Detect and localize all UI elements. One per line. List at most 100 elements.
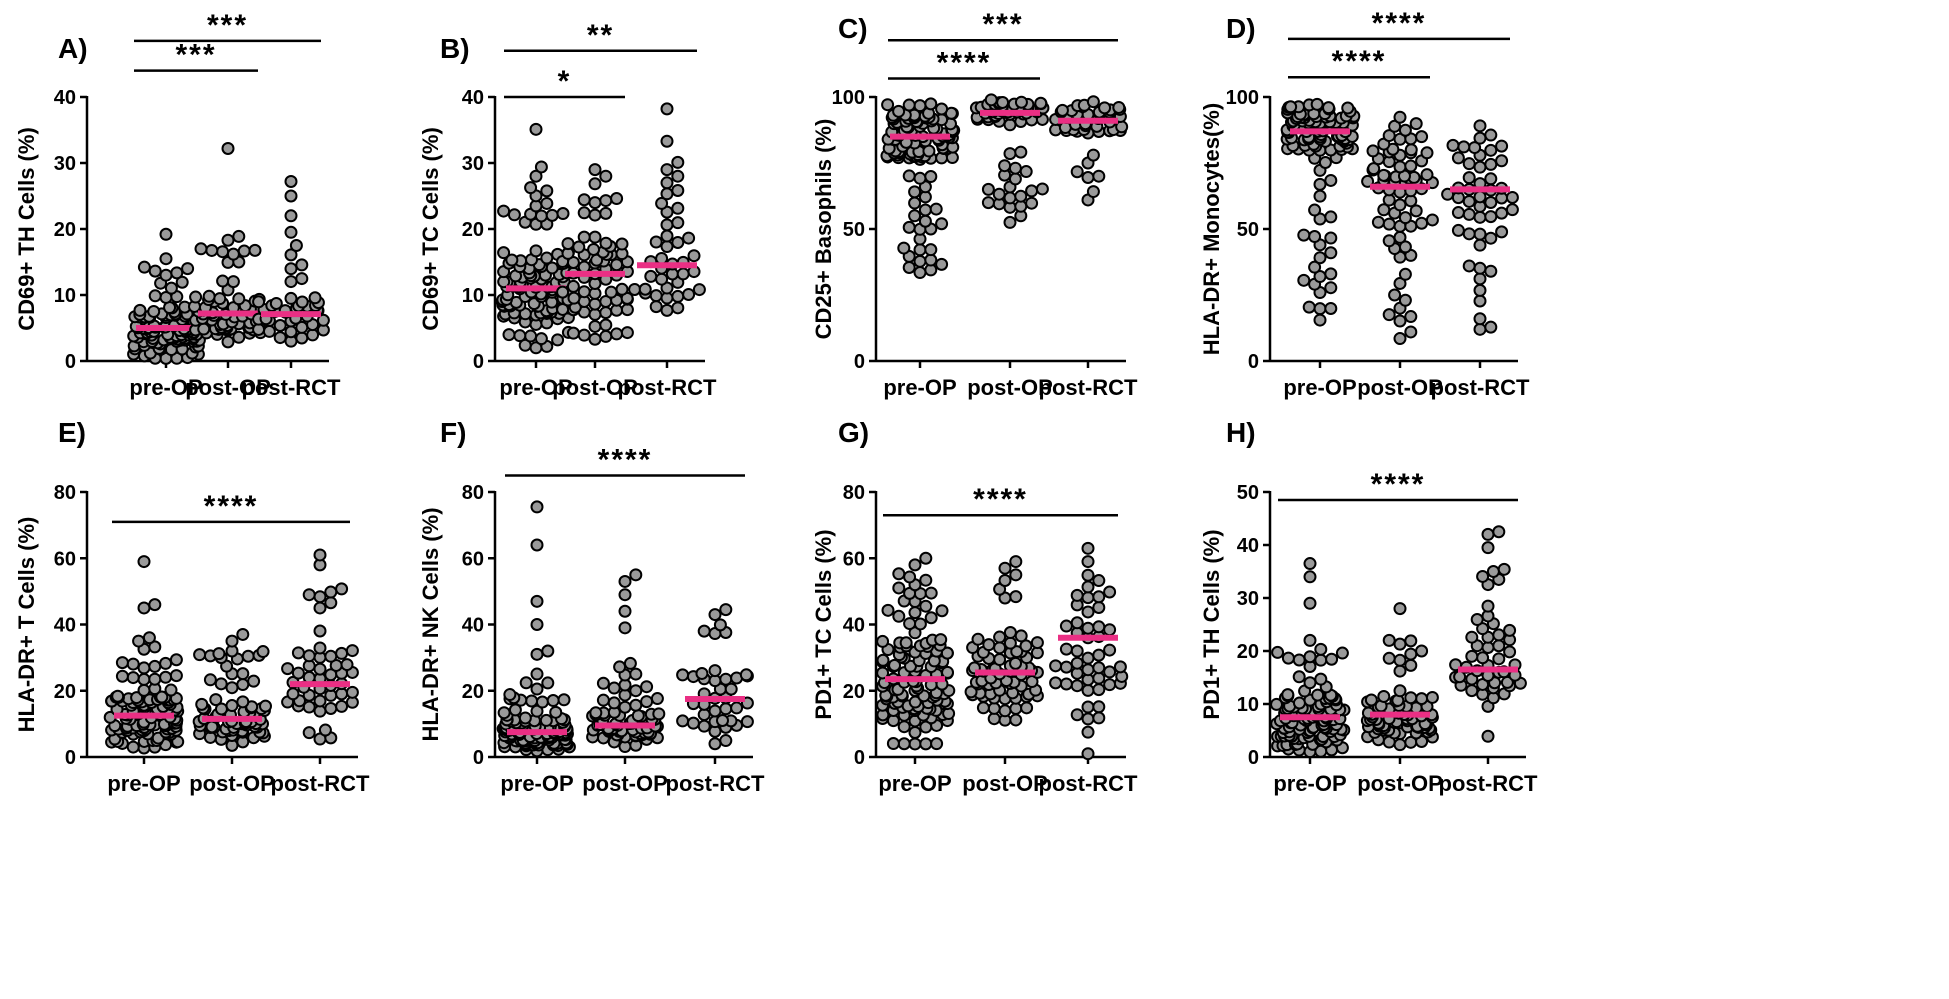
- data-point: [638, 282, 652, 296]
- data-point: [908, 185, 922, 199]
- y-tick-label: 0: [473, 351, 484, 373]
- data-point: [676, 267, 690, 281]
- data-point: [1371, 215, 1385, 229]
- data-point: [159, 656, 173, 670]
- data-point: [1324, 281, 1338, 295]
- data-point: [147, 304, 161, 318]
- data-point: [908, 737, 922, 751]
- data-point: [313, 590, 327, 604]
- data-point: [1008, 172, 1022, 186]
- data-point: [660, 163, 674, 177]
- data-point: [497, 204, 511, 218]
- data-point: [1081, 663, 1095, 677]
- data-point: [1303, 570, 1317, 584]
- data-point: [221, 141, 235, 155]
- data-point: [1081, 700, 1095, 714]
- data-point: [1324, 267, 1338, 281]
- data-point: [913, 254, 927, 268]
- data-point: [577, 206, 591, 220]
- data-point: [981, 182, 995, 196]
- data-point: [1497, 562, 1511, 576]
- x-tick-label-post-op: post-OP: [185, 375, 271, 400]
- data-point: [1313, 251, 1327, 265]
- data-point: [1404, 325, 1418, 339]
- data-point: [1393, 160, 1407, 174]
- data-point: [1492, 628, 1506, 642]
- data-point: [1081, 580, 1095, 594]
- data-point: [497, 706, 511, 720]
- data-point: [629, 698, 643, 712]
- data-point: [1484, 128, 1498, 142]
- data-point: [236, 667, 250, 681]
- data-point: [529, 244, 543, 258]
- data-point: [1398, 267, 1412, 281]
- data-point: [1465, 630, 1479, 644]
- y-tick-label: 0: [65, 351, 76, 373]
- data-point: [1473, 119, 1487, 133]
- data-point: [1297, 228, 1311, 242]
- data-point: [1103, 623, 1117, 637]
- y-tick-label: 20: [1237, 641, 1259, 663]
- data-point: [169, 653, 183, 667]
- significance-label: ***: [175, 39, 216, 72]
- data-point: [1481, 541, 1495, 555]
- x-tick-label-post-rct: post-RCT: [618, 375, 718, 400]
- data-point: [1035, 182, 1049, 196]
- data-point: [1382, 129, 1396, 143]
- data-point: [649, 235, 663, 249]
- data-point: [993, 641, 1007, 655]
- y-tick-label: 80: [54, 482, 76, 504]
- data-point: [1003, 636, 1017, 650]
- data-point: [181, 262, 195, 276]
- data-point: [671, 201, 685, 215]
- data-point: [640, 695, 654, 709]
- data-point: [225, 699, 239, 713]
- data-point: [1303, 676, 1317, 690]
- data-point: [232, 292, 246, 306]
- data-point: [924, 170, 938, 184]
- data-point: [1505, 190, 1519, 204]
- data-point: [1103, 665, 1117, 679]
- data-point: [1484, 264, 1498, 278]
- data-point: [513, 329, 527, 343]
- data-point: [1473, 283, 1487, 297]
- data-point: [1009, 555, 1023, 569]
- data-point: [1382, 234, 1396, 248]
- data-point: [518, 711, 532, 725]
- data-point: [588, 230, 602, 244]
- data-point: [284, 225, 298, 239]
- data-point: [530, 682, 544, 696]
- data-point: [902, 169, 916, 183]
- data-point: [269, 296, 283, 310]
- data-point: [919, 551, 933, 565]
- data-point: [284, 174, 298, 188]
- data-point: [530, 618, 544, 631]
- data-point: [497, 246, 511, 260]
- y-axis-title: PD1+ TC Cells (%): [811, 529, 836, 719]
- data-point: [599, 194, 613, 208]
- y-tick-label: 60: [462, 548, 484, 570]
- data-point: [924, 253, 938, 267]
- y-tick-label: 20: [843, 681, 865, 703]
- data-point: [1393, 276, 1407, 290]
- y-tick-label: 10: [462, 285, 484, 307]
- data-point: [202, 289, 216, 303]
- data-point: [214, 677, 228, 691]
- data-point: [137, 661, 151, 675]
- y-tick-label: 40: [54, 615, 76, 637]
- data-point: [566, 326, 580, 340]
- data-point: [587, 242, 601, 256]
- data-point: [291, 646, 305, 660]
- data-point: [713, 618, 727, 632]
- data-point: [1366, 144, 1380, 158]
- data-point: [1484, 195, 1498, 209]
- data-point: [708, 608, 722, 622]
- x-tick-label-pre-op: pre-OP: [1273, 771, 1346, 796]
- data-point: [682, 287, 696, 301]
- data-point: [1393, 664, 1407, 678]
- data-point: [1462, 207, 1476, 221]
- data-point: [577, 328, 591, 342]
- data-point: [941, 665, 955, 679]
- data-point: [724, 682, 738, 696]
- data-point: [982, 638, 996, 652]
